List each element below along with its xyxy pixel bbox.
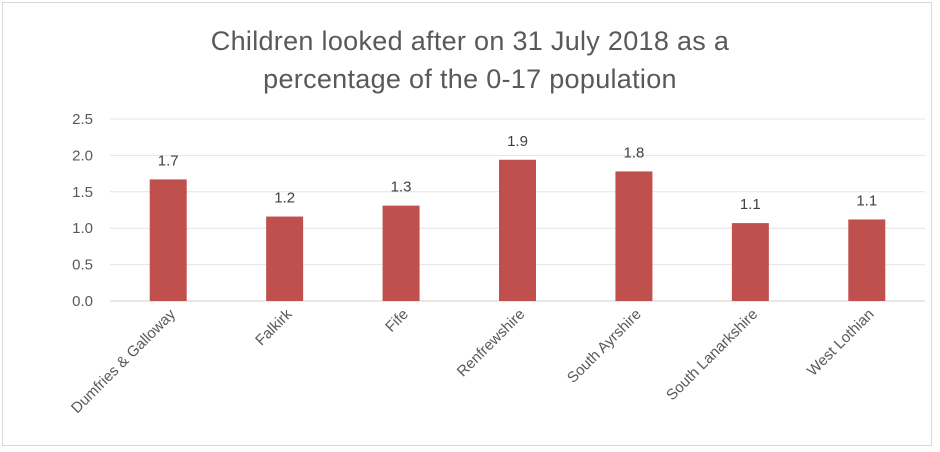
bar xyxy=(615,171,653,301)
chart-title-line-1: Children looked after on 31 July 2018 as… xyxy=(210,26,730,56)
x-category-label: South Lanarkshire xyxy=(663,306,761,404)
x-category-label: Fife xyxy=(382,306,412,336)
bar xyxy=(848,219,886,301)
bar xyxy=(149,179,187,301)
x-category-label: South Ayrshire xyxy=(564,306,645,387)
data-label: 1.1 xyxy=(740,196,761,213)
y-tick-label: 2.0 xyxy=(72,147,93,164)
x-category-label: Renfrewshire xyxy=(454,306,529,381)
x-category-label: West Lothian xyxy=(804,306,878,380)
chart-title-line-2: percentage of the 0-17 population xyxy=(263,64,677,94)
y-tick-label: 1.0 xyxy=(72,220,93,237)
data-label: 1.9 xyxy=(507,133,528,150)
bar xyxy=(382,205,420,301)
data-label: 1.2 xyxy=(274,190,295,207)
x-category-label: Falkirk xyxy=(252,305,296,349)
data-label: 1.8 xyxy=(623,144,644,161)
data-label: 1.1 xyxy=(856,192,877,209)
y-tick-label: 0.5 xyxy=(72,257,93,274)
y-tick-label: 0.0 xyxy=(72,293,93,310)
data-label: 1.3 xyxy=(391,179,412,196)
y-tick-label: 2.5 xyxy=(72,111,93,128)
bar xyxy=(266,216,304,301)
y-tick-label: 1.5 xyxy=(72,184,93,201)
x-category-label: Dumfries & Galloway xyxy=(68,305,179,416)
chart-title: Children looked after on 31 July 2018 as… xyxy=(0,22,940,98)
bar xyxy=(731,223,769,301)
bar xyxy=(499,159,536,301)
data-label: 1.7 xyxy=(158,152,179,169)
